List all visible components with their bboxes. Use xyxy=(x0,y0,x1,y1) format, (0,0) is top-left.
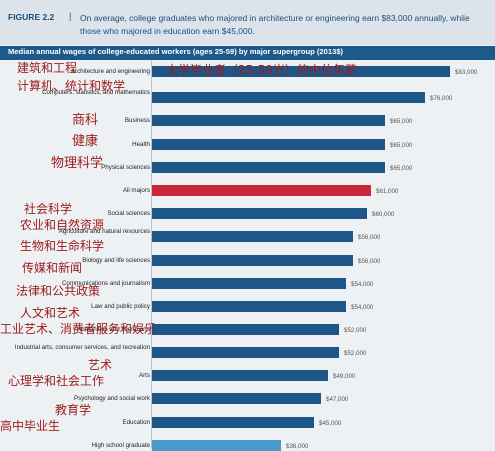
category-label: High school graduate xyxy=(91,442,150,449)
value-label: $65,000 xyxy=(390,118,413,125)
cn-annotation: 高中毕业生 xyxy=(0,419,61,433)
value-label: $54,000 xyxy=(351,304,374,311)
value-label: $61,000 xyxy=(376,188,399,195)
value-label: $47,000 xyxy=(326,396,349,403)
cn-annotation: 生物和生命科学 xyxy=(20,239,105,253)
value-label: $56,000 xyxy=(358,234,381,241)
bar-9 xyxy=(152,278,346,289)
value-label: $52,000 xyxy=(344,350,367,357)
cn-annotation: 艺术 xyxy=(88,358,113,372)
category-label: Communications and journalism xyxy=(61,280,150,287)
value-label: $36,000 xyxy=(286,443,309,450)
chart-title: Median annual wages of college-educated … xyxy=(8,47,344,56)
cn-annotation: 工业艺术、消费者服务和娱乐 xyxy=(0,322,157,336)
cn-annotation: 商科 xyxy=(72,113,99,128)
category-label: Industrial arts, consumer services, and … xyxy=(14,344,150,351)
chart-title-bar: Median annual wages of college-educated … xyxy=(0,46,495,60)
value-label: $49,000 xyxy=(333,373,356,380)
category-label: Education xyxy=(122,419,150,426)
figure-header: FIGURE 2.2 | On average, college graduat… xyxy=(0,0,495,45)
value-label: $83,000 xyxy=(455,69,478,76)
category-label: Arts xyxy=(138,372,150,379)
value-label: $52,000 xyxy=(344,327,367,334)
bar-14 xyxy=(152,393,321,404)
category-label: All majors xyxy=(122,187,150,194)
bar-2 xyxy=(152,115,385,126)
bar-4 xyxy=(152,162,385,173)
bar-8 xyxy=(152,255,353,266)
value-label: $60,000 xyxy=(372,211,395,218)
value-label: $65,000 xyxy=(390,165,413,172)
bar-0 xyxy=(152,66,450,77)
bar-16 xyxy=(152,440,281,451)
bar-10 xyxy=(152,301,346,312)
category-label: Computers, statistics, and mathematics xyxy=(42,89,150,96)
category-label: Physical sciences xyxy=(101,164,150,171)
bar-12 xyxy=(152,347,339,358)
figure-caption: On average, college graduates who majore… xyxy=(80,13,470,36)
value-label: $45,000 xyxy=(319,420,342,427)
bar-15 xyxy=(152,417,314,428)
cn-annotation: 人文和艺术 xyxy=(20,306,81,320)
bar-6 xyxy=(152,208,367,219)
cn-annotation: 社会科学 xyxy=(24,202,73,216)
bar-11 xyxy=(152,324,339,335)
category-label: Agriculture and natural resources xyxy=(58,228,150,235)
category-label: Business xyxy=(124,117,150,124)
category-label: Architecture and engineering xyxy=(70,68,150,75)
cn-annotation: 心理学和社会工作 xyxy=(8,374,105,388)
cn-annotation: 健康 xyxy=(72,134,99,149)
cn-annotation: 传媒和新闻 xyxy=(22,261,83,275)
value-label: $54,000 xyxy=(351,281,374,288)
category-label: Biology and life sciences xyxy=(82,257,150,264)
cn-annotation: 建筑和工程 xyxy=(17,61,78,75)
category-label: Social sciences xyxy=(107,210,150,217)
cn-annotation: 农业和自然资源 xyxy=(20,218,105,232)
cn-annotation: 计算机、统计和数学 xyxy=(17,79,126,93)
cn-annotation: 法律和公共政策 xyxy=(16,284,101,298)
value-label: $56,000 xyxy=(358,258,381,265)
category-label: Psychology and social work xyxy=(73,395,150,402)
bar-5 xyxy=(152,185,371,196)
bar-1 xyxy=(152,92,425,103)
bar-chart: Architecture and engineering $83,000 Compu… xyxy=(0,60,495,451)
cn-annotation: 大学毕业者（25-59岁）的中位年薪 xyxy=(166,63,357,77)
figure-separator: | xyxy=(69,11,72,21)
value-label: $65,000 xyxy=(390,142,413,149)
bar-13 xyxy=(152,370,328,381)
category-label: Health xyxy=(132,141,150,148)
category-label: Law and public policy xyxy=(91,303,150,310)
cn-annotation: 教育学 xyxy=(55,403,92,417)
cn-annotation: 物理科学 xyxy=(51,156,104,171)
chart-axis-line xyxy=(151,60,152,449)
bar-7 xyxy=(152,231,353,242)
value-label: $76,000 xyxy=(430,95,453,102)
bar-3 xyxy=(152,139,385,150)
category-label: Humanities and liberal arts xyxy=(76,326,150,333)
figure-label: FIGURE 2.2 xyxy=(8,12,55,22)
